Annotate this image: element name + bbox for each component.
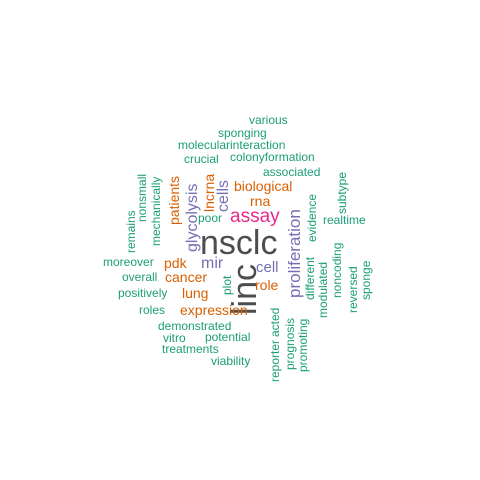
word-cells: cells xyxy=(215,180,232,212)
word-various: various xyxy=(249,113,288,127)
word-potential: potential xyxy=(205,330,250,344)
word-assay: assay xyxy=(230,206,280,227)
word-rna: rna xyxy=(250,193,270,209)
word-lncrna: lncrna xyxy=(201,174,217,212)
word-sponging: sponging xyxy=(218,126,267,140)
word-viability: viability xyxy=(211,354,250,368)
word-modulated: modulated xyxy=(316,262,330,318)
word-reversed: reversed xyxy=(346,266,360,313)
word-associated: associated xyxy=(263,165,320,179)
word-glycolysis: glycolysis xyxy=(184,184,201,252)
word-biological: biological xyxy=(234,178,292,194)
word-remains: remains xyxy=(124,210,138,253)
word-subtype: subtype xyxy=(335,172,349,214)
word-demonstrated: demonstrated xyxy=(158,319,231,333)
word-acted: acted xyxy=(268,308,282,337)
word-treatments: treatments xyxy=(162,342,219,356)
word-reporter: reporter xyxy=(268,340,282,382)
word-patients: patients xyxy=(166,176,182,225)
word-promoting: promoting xyxy=(296,319,310,372)
word-colonyformation: colonyformation xyxy=(230,150,315,164)
word-poor: poor xyxy=(198,211,222,225)
word-overall: overall xyxy=(122,270,157,284)
word-pdk: pdk xyxy=(164,255,188,271)
word-expression: expression xyxy=(180,302,248,318)
word-cell: cell xyxy=(256,259,279,276)
word-moreover: moreover xyxy=(103,255,154,269)
word-mechanically: mechanically xyxy=(149,177,163,246)
word-plot: plot xyxy=(220,275,234,295)
word-molecularinteraction: molecularinteraction xyxy=(178,138,285,152)
word-nonsmall: nonsmall xyxy=(135,174,149,222)
word-prognosis: prognosis xyxy=(283,318,297,370)
word-crucial: crucial xyxy=(184,152,219,166)
word-cancer: cancer xyxy=(165,269,207,285)
word-vitro: vitro xyxy=(163,331,186,345)
word-proliferation: proliferation xyxy=(285,209,304,298)
word-lung: lung xyxy=(182,285,208,301)
word-mir: mir xyxy=(201,255,224,272)
word-realtime: realtime xyxy=(323,213,366,227)
word-positively: positively xyxy=(118,286,167,300)
word-noncoding: noncoding xyxy=(330,243,344,298)
word-sponge: sponge xyxy=(359,260,373,300)
word-roles: roles xyxy=(139,303,165,317)
word-linc: linc xyxy=(226,264,264,315)
word-different: different xyxy=(303,256,317,300)
word-role: role xyxy=(255,277,279,293)
word-nsclc: nsclc xyxy=(200,224,277,262)
word-evidence: evidence xyxy=(305,194,319,242)
